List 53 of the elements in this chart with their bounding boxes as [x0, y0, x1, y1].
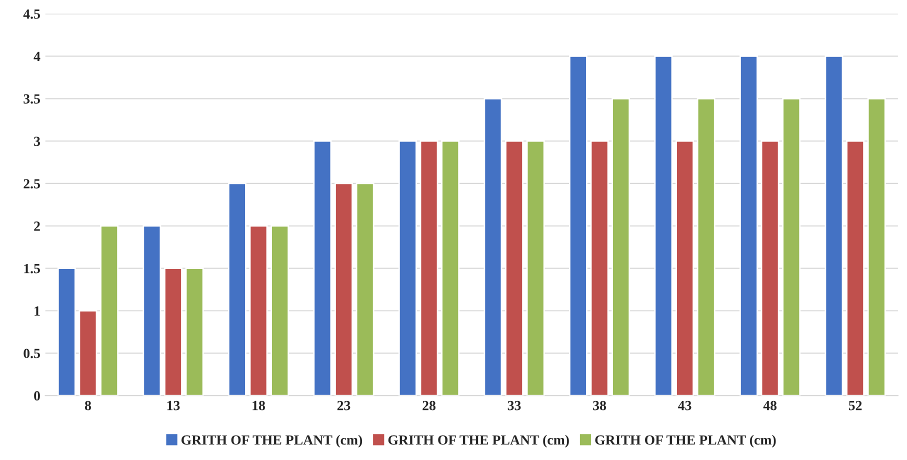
bar: [846, 140, 865, 396]
bar: [654, 56, 673, 396]
bar: [824, 56, 844, 396]
bar: [398, 140, 417, 396]
y-tick-label: 1: [34, 306, 40, 316]
x-tick-label: 33: [508, 400, 521, 410]
bar: [568, 56, 588, 396]
bar: [760, 140, 780, 396]
bar: [867, 98, 886, 396]
bar: [590, 140, 609, 396]
y-tick-label: 4.5: [23, 9, 40, 19]
bar: [484, 98, 502, 396]
bar: [334, 182, 353, 396]
bar: [185, 268, 204, 396]
x-tick-label: 28: [422, 400, 436, 410]
bar: [526, 140, 545, 396]
y-tick-label: 2: [34, 222, 40, 231]
bar: [782, 98, 801, 396]
bar: [164, 268, 182, 396]
bar: [228, 182, 246, 396]
bar: [420, 140, 438, 396]
legend-label: GRITH OF THE PLANT (cm): [388, 434, 569, 448]
x-tick-label: 18: [252, 400, 265, 410]
x-tick-label: 8: [84, 400, 91, 410]
bar: [78, 310, 98, 396]
bar: [356, 182, 374, 396]
bar: [505, 140, 524, 396]
bar: [612, 98, 630, 396]
x-tick-label: 23: [337, 400, 350, 410]
legend-label: GRITH OF THE PLANT (cm): [595, 434, 776, 448]
x-tick-label: 43: [678, 400, 692, 410]
y-tick-label: 0: [34, 391, 40, 401]
x-tick-label: 13: [167, 400, 180, 410]
bar: [249, 225, 268, 396]
y-tick-label: 2.5: [24, 179, 40, 189]
bar: [57, 268, 76, 396]
bar: [270, 225, 290, 396]
bar: [441, 140, 460, 396]
y-tick-label: 4: [34, 52, 40, 62]
bar: [696, 98, 716, 396]
bar: [142, 225, 162, 396]
bar: [313, 140, 332, 396]
x-tick-label: 48: [763, 400, 777, 410]
y-tick-label: 3.5: [24, 94, 40, 104]
y-tick-label: 3: [34, 136, 40, 146]
legend-label: GRITH OF THE PLANT (cm): [181, 434, 362, 448]
bar: [740, 56, 758, 396]
bar: [100, 225, 119, 396]
y-tick-label: 0.5: [24, 348, 40, 358]
x-tick-label: 52: [848, 400, 862, 410]
x-tick-label: 38: [593, 400, 606, 410]
y-tick-label: 1.5: [24, 264, 40, 274]
bar: [676, 140, 694, 396]
